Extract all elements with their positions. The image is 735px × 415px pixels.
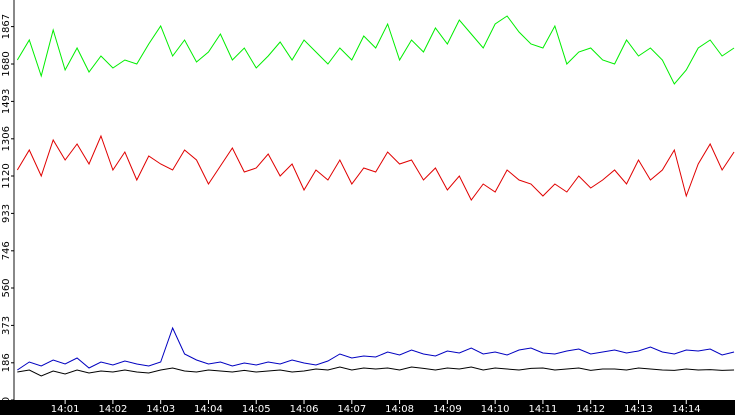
x-tick-label: 14:01	[51, 404, 80, 415]
x-tick-label: 14:05	[242, 404, 271, 415]
x-tick-label: 14:12	[576, 404, 605, 415]
x-tick-label: 14:11	[529, 404, 558, 415]
x-tick-label: 14:14	[672, 404, 701, 415]
x-tick-label: 14:10	[481, 404, 510, 415]
x-tick-label: 14:06	[290, 404, 319, 415]
y-tick-label: 0	[1, 397, 12, 403]
x-tick-label: 14:04	[194, 404, 223, 415]
series-line	[16, 15, 735, 85]
y-tick-label: 1680	[1, 51, 12, 76]
series-line	[16, 134, 735, 201]
y-tick-label: 933	[1, 204, 12, 223]
y-tick-label: 1493	[1, 89, 12, 114]
x-tick-label: 14:07	[337, 404, 366, 415]
y-tick-label: 1120	[1, 163, 12, 188]
x-tick-label: 14:08	[385, 404, 414, 415]
y-tick-label: 373	[1, 316, 12, 335]
x-tick-label: 14:03	[146, 404, 175, 415]
y-tick-label: 746	[1, 241, 12, 260]
series-line	[17, 366, 735, 377]
series-line	[17, 326, 735, 371]
x-tick-label: 14:02	[98, 404, 127, 415]
y-tick-label: 560	[1, 278, 12, 297]
x-tick-label: 14:09	[433, 404, 462, 415]
x-tick-label: 14:13	[624, 404, 653, 415]
y-tick-label: 186	[1, 353, 12, 372]
y-tick-label: 1306	[1, 126, 12, 151]
y-tick-label: 1867	[1, 14, 12, 39]
x-axis-bar	[0, 400, 735, 415]
